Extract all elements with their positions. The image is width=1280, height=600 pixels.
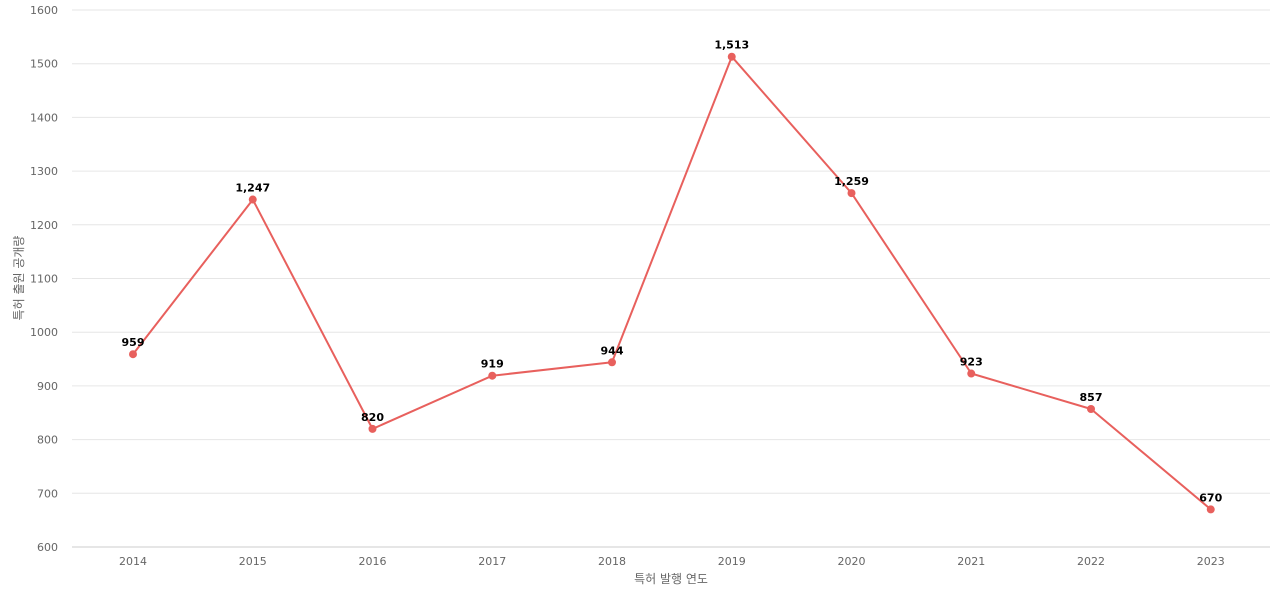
data-point: [967, 369, 976, 378]
y-tick-label: 700: [37, 487, 58, 500]
data-point: [608, 358, 616, 367]
x-tick-label: 2014: [119, 555, 147, 568]
data-point: [847, 189, 856, 198]
data-label: 857: [1080, 391, 1103, 404]
data-label: 923: [960, 356, 983, 369]
y-tick-label: 1400: [30, 111, 58, 124]
data-point: [727, 52, 736, 61]
y-tick-label: 1000: [30, 326, 58, 339]
x-tick-label: 2018: [598, 555, 626, 568]
y-tick-label: 1600: [30, 4, 58, 17]
data-label: 820: [361, 411, 384, 424]
data-point: [129, 350, 137, 359]
data-label: 1,513: [714, 39, 749, 52]
x-tick-label: 2017: [478, 555, 506, 568]
data-label: 670: [1199, 491, 1222, 504]
data-label: 959: [122, 336, 145, 349]
x-tick-label: 2022: [1077, 555, 1105, 568]
y-tick-label: 900: [37, 380, 58, 393]
y-tick-label: 1300: [30, 165, 58, 178]
data-label: 1,259: [834, 175, 869, 188]
y-tick-label: 1200: [30, 219, 58, 232]
grid-lines: [72, 9, 1270, 548]
data-point: [488, 371, 497, 380]
x-tick-label: 2021: [957, 555, 985, 568]
data-point: [1087, 404, 1095, 413]
series-line: [132, 55, 1212, 511]
x-tick-label: 2016: [359, 555, 387, 568]
y-tick-label: 600: [37, 541, 58, 554]
data-point: [248, 195, 257, 204]
data-point: [368, 424, 377, 433]
x-tick-label: 2020: [838, 555, 866, 568]
x-tick-label: 2023: [1197, 555, 1225, 568]
y-tick-label: 1500: [30, 58, 58, 71]
data-labels: 959 1,247 820 919 944 1,513 1,259 923 857 670: [122, 39, 1223, 505]
x-axis-ticks: 2014 2015 2016 2017 2018 2019 2020 2021 2022 2023: [119, 555, 1225, 568]
x-axis-title: 특허 발행 연도: [634, 571, 708, 586]
y-tick-label: 800: [37, 434, 58, 447]
data-label: 1,247: [235, 182, 270, 195]
y-axis-ticks: 600 700 800 900 1000 1100 1200 1300 1400 1500 1600: [30, 4, 58, 554]
x-tick-label: 2019: [718, 555, 746, 568]
data-label: 919: [481, 358, 504, 371]
y-tick-label: 1100: [30, 273, 58, 286]
y-axis-title: 특허 출원 공개량: [12, 236, 26, 321]
series-layer: [129, 52, 1215, 514]
data-point: [1206, 505, 1215, 514]
x-tick-label: 2015: [239, 555, 267, 568]
data-label: 944: [601, 344, 624, 357]
